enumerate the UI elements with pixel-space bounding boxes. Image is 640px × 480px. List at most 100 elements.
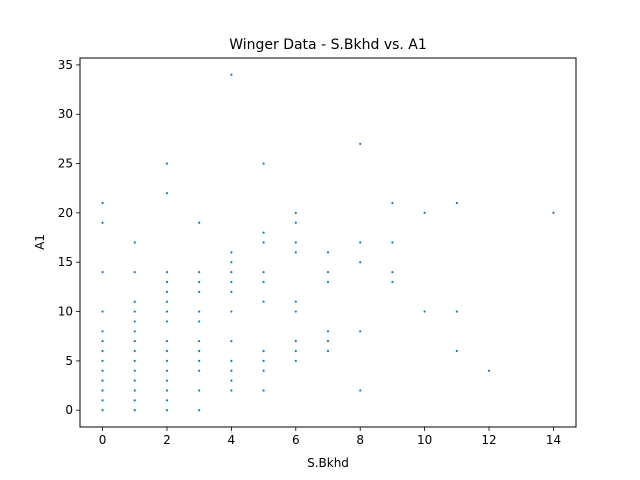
data-point — [133, 389, 136, 392]
data-point — [198, 221, 201, 224]
data-point — [455, 310, 458, 313]
data-point — [455, 349, 458, 353]
data-point — [101, 330, 104, 333]
data-point — [198, 271, 201, 274]
data-point — [552, 211, 555, 214]
y-tick-label: 15 — [58, 255, 73, 269]
data-point — [262, 359, 265, 362]
data-point — [133, 241, 136, 244]
data-point — [101, 221, 104, 224]
data-point — [230, 73, 233, 76]
data-point — [294, 251, 297, 254]
data-point — [133, 369, 136, 372]
data-point — [165, 310, 169, 313]
y-tick-label: 35 — [58, 58, 73, 72]
points-layer — [101, 73, 555, 412]
data-point — [165, 359, 169, 362]
data-point — [326, 280, 330, 284]
data-point — [165, 409, 169, 412]
data-point — [101, 399, 104, 402]
data-point — [165, 379, 169, 382]
data-point — [294, 221, 297, 224]
data-point — [455, 201, 458, 205]
data-point — [165, 162, 169, 165]
data-point — [101, 340, 104, 343]
data-point — [359, 389, 362, 392]
data-point — [133, 271, 136, 274]
data-point — [165, 280, 169, 284]
data-point — [165, 300, 169, 303]
data-point — [198, 349, 201, 353]
x-tick-label: 14 — [546, 433, 561, 447]
data-point — [165, 349, 169, 353]
data-point — [262, 271, 265, 274]
data-point — [198, 320, 201, 323]
data-point — [165, 290, 169, 293]
data-point — [101, 359, 104, 362]
data-point — [133, 409, 136, 412]
chart-title: Winger Data - S.Bkhd vs. A1 — [229, 37, 427, 53]
x-tick-label: 10 — [417, 433, 432, 447]
data-point — [165, 389, 169, 392]
data-point — [165, 340, 169, 343]
data-point — [391, 271, 394, 274]
x-tick-label: 2 — [163, 433, 171, 447]
data-point — [294, 349, 297, 353]
data-point — [165, 320, 169, 323]
data-point — [133, 310, 136, 313]
data-point — [198, 359, 201, 362]
data-point — [230, 310, 233, 313]
data-point — [198, 290, 201, 293]
data-point — [101, 349, 104, 353]
data-point — [294, 211, 297, 214]
data-point — [198, 369, 201, 372]
data-point — [391, 201, 394, 205]
data-point — [133, 399, 136, 402]
data-point — [101, 409, 104, 412]
y-axis-label: A1 — [33, 234, 47, 250]
data-point — [101, 389, 104, 392]
data-point — [230, 369, 233, 372]
data-point — [133, 359, 136, 362]
y-tick-label: 0 — [65, 403, 73, 417]
data-point — [165, 399, 169, 402]
data-point — [359, 142, 362, 145]
x-tick-label: 0 — [99, 433, 107, 447]
data-point — [326, 349, 330, 353]
data-point — [262, 162, 265, 165]
data-point — [133, 320, 136, 323]
data-point — [198, 310, 201, 313]
data-point — [133, 379, 136, 382]
data-point — [294, 300, 297, 303]
data-point — [230, 271, 233, 274]
x-tick-label: 12 — [481, 433, 496, 447]
data-point — [198, 340, 201, 343]
data-point — [262, 389, 265, 392]
data-point — [294, 340, 297, 343]
y-tick-label: 20 — [58, 206, 73, 220]
data-point — [133, 330, 136, 333]
data-point — [294, 310, 297, 313]
data-point — [198, 409, 201, 412]
data-point — [101, 201, 104, 205]
data-point — [359, 241, 362, 244]
y-tick-label: 5 — [65, 354, 73, 368]
data-point — [294, 241, 297, 244]
x-tick-label: 4 — [228, 433, 236, 447]
data-point — [262, 241, 265, 244]
data-point — [133, 300, 136, 303]
data-point — [294, 359, 297, 362]
data-point — [262, 369, 265, 372]
data-point — [101, 369, 104, 372]
data-point — [133, 349, 136, 353]
data-point — [230, 251, 233, 254]
data-point — [165, 271, 169, 274]
y-tick-label: 25 — [58, 157, 73, 171]
data-point — [230, 261, 233, 264]
data-point — [262, 231, 265, 234]
x-axis-ticks: 0 2 4 6 8 10 12 14 — [99, 427, 561, 447]
data-point — [230, 280, 233, 284]
y-tick-label: 10 — [58, 305, 73, 319]
data-point — [487, 369, 491, 372]
